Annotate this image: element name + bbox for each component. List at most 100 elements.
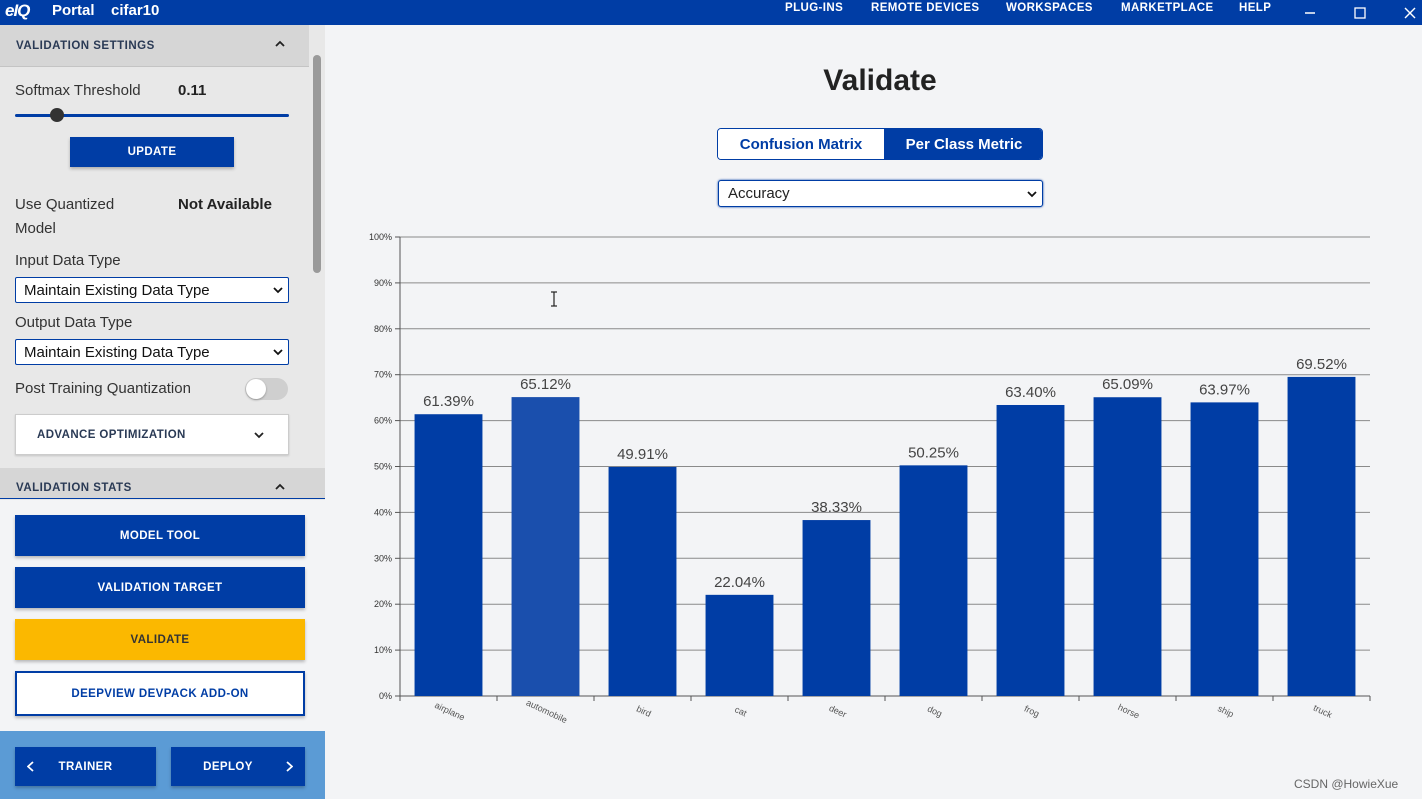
softmax-threshold-label: Softmax Threshold	[15, 82, 141, 99]
view-toggle: Confusion Matrix Per Class Metric	[717, 128, 1043, 160]
sidebar: VALIDATION SETTINGS Softmax Threshold 0.…	[0, 25, 325, 799]
x-tick-label: automobile	[525, 697, 569, 725]
chevron-up-icon[interactable]	[275, 39, 285, 49]
tab-per-class-metric[interactable]: Per Class Metric	[884, 129, 1042, 159]
output-data-type-label: Output Data Type	[15, 314, 133, 331]
close-icon[interactable]	[1395, 0, 1422, 25]
bar-value-label: 61.39%	[423, 393, 474, 410]
bar-dog	[899, 465, 968, 696]
validate-button[interactable]: VALIDATE	[15, 619, 305, 660]
bar-frog	[996, 404, 1065, 696]
y-tick-label: 100%	[369, 232, 392, 242]
nav-plug-ins[interactable]: PLUG-INS	[785, 2, 844, 14]
x-tick-label: ship	[1216, 703, 1235, 719]
bar-bird	[608, 466, 677, 696]
validation-stats-title: VALIDATION STATS	[16, 482, 132, 494]
nav-workspaces[interactable]: WORKSPACES	[1006, 2, 1093, 14]
validation-target-button[interactable]: VALIDATION TARGET	[15, 567, 305, 608]
bar-value-label: 69.52%	[1296, 356, 1347, 373]
text-cursor-icon	[551, 291, 557, 307]
input-data-type-select[interactable]: Maintain Existing Data Type	[15, 277, 289, 303]
metric-select-value: Accuracy	[728, 185, 790, 202]
y-tick-label: 50%	[374, 462, 392, 472]
bar-value-label: 49.91%	[617, 446, 668, 463]
chevron-down-icon	[273, 287, 283, 294]
bar-value-label: 65.09%	[1102, 376, 1153, 393]
deploy-button[interactable]: DEPLOY	[171, 747, 305, 786]
x-tick-label: deer	[827, 703, 848, 720]
x-tick-label: frog	[1023, 703, 1041, 719]
chevron-left-icon	[27, 761, 34, 772]
use-quantized-value: Not Available	[178, 196, 272, 213]
y-tick-label: 80%	[374, 324, 392, 334]
ptq-label: Post Training Quantization	[15, 380, 191, 397]
eiq-logo[interactable]: eIQ	[5, 1, 30, 20]
use-quantized-label: Use Quantized	[15, 196, 115, 213]
sidebar-scrollbar[interactable]	[313, 55, 321, 273]
bar-horse	[1093, 397, 1162, 696]
x-tick-label: bird	[635, 704, 653, 719]
update-button[interactable]: UPDATE	[70, 137, 234, 167]
chevron-up-icon[interactable]	[275, 482, 285, 492]
y-tick-label: 0%	[379, 691, 392, 701]
watermark: CSDN @HowieXue	[1294, 777, 1399, 791]
model-tool-button[interactable]: MODEL TOOL	[15, 515, 305, 556]
bar-value-label: 63.97%	[1199, 381, 1250, 398]
top-bar: eIQ Portal cifar10 PLUG-INS REMOTE DEVIC…	[0, 0, 1422, 25]
maximize-icon[interactable]	[1345, 0, 1375, 25]
nav-marketplace[interactable]: MARKETPLACE	[1121, 2, 1214, 14]
x-tick-label: horse	[1116, 702, 1141, 721]
output-data-type-value: Maintain Existing Data Type	[24, 344, 210, 361]
ptq-toggle[interactable]	[245, 378, 288, 400]
y-tick-label: 40%	[374, 507, 392, 517]
input-data-type-label: Input Data Type	[15, 252, 121, 269]
bar-ship	[1190, 402, 1259, 696]
chevron-right-icon	[286, 761, 293, 772]
bar-automobile	[511, 397, 580, 696]
chevron-down-icon	[254, 432, 264, 439]
validation-settings-title: VALIDATION SETTINGS	[16, 40, 155, 52]
y-tick-label: 90%	[374, 278, 392, 288]
input-data-type-value: Maintain Existing Data Type	[24, 282, 210, 299]
trainer-button[interactable]: TRAINER	[15, 747, 156, 786]
softmax-slider-handle[interactable]	[50, 108, 65, 122]
metric-select[interactable]: Accuracy	[718, 180, 1043, 207]
x-tick-label: cat	[733, 704, 749, 718]
bar-value-label: 63.40%	[1005, 384, 1056, 401]
bar-value-label: 50.25%	[908, 444, 959, 461]
bar-value-label: 65.12%	[520, 376, 571, 393]
per-class-accuracy-chart: 0% 10% 20% 30% 40% 50% 60% 70% 80% 90% 100% 61.39% a…	[369, 232, 1371, 725]
validation-stats-header[interactable]: VALIDATION STATS	[0, 468, 325, 499]
y-tick-label: 30%	[374, 553, 392, 563]
y-tick-label: 10%	[374, 645, 392, 655]
app-name[interactable]: Portal	[52, 2, 95, 19]
tab-confusion-matrix[interactable]: Confusion Matrix	[718, 129, 884, 159]
x-tick-label: truck	[1312, 703, 1334, 721]
nav-help[interactable]: HELP	[1239, 2, 1272, 14]
y-tick-label: 60%	[374, 416, 392, 426]
bar-deer	[802, 520, 871, 696]
ptq-toggle-knob	[246, 379, 266, 399]
bar-cat	[705, 594, 774, 696]
chevron-down-icon	[1027, 191, 1037, 198]
project-name: cifar10	[111, 2, 160, 19]
trainer-label: TRAINER	[58, 760, 113, 773]
minimize-icon[interactable]	[1295, 0, 1325, 25]
advance-optimization-dropdown[interactable]: ADVANCE OPTIMIZATION	[15, 414, 289, 455]
sidebar-footer: TRAINER DEPLOY	[0, 731, 325, 799]
validation-settings-header[interactable]: VALIDATION SETTINGS	[0, 25, 309, 67]
y-tick-label: 70%	[374, 370, 392, 380]
bar-airplane	[414, 414, 483, 696]
advance-optimization-label: ADVANCE OPTIMIZATION	[37, 429, 186, 441]
deepview-devpack-button[interactable]: DEEPVIEW DEVPACK ADD-ON	[15, 671, 305, 716]
x-tick-label: dog	[926, 704, 944, 719]
nav-remote-devices[interactable]: REMOTE DEVICES	[871, 2, 980, 14]
output-data-type-select[interactable]: Maintain Existing Data Type	[15, 339, 289, 365]
page-title: Validate	[823, 64, 937, 97]
softmax-threshold-value: 0.11	[178, 82, 207, 99]
use-quantized-label-line2: Model	[15, 220, 56, 237]
softmax-slider-track[interactable]	[15, 108, 289, 122]
bar-value-label: 22.04%	[714, 574, 765, 591]
y-tick-label: 20%	[374, 599, 392, 609]
chevron-down-icon	[273, 349, 283, 356]
